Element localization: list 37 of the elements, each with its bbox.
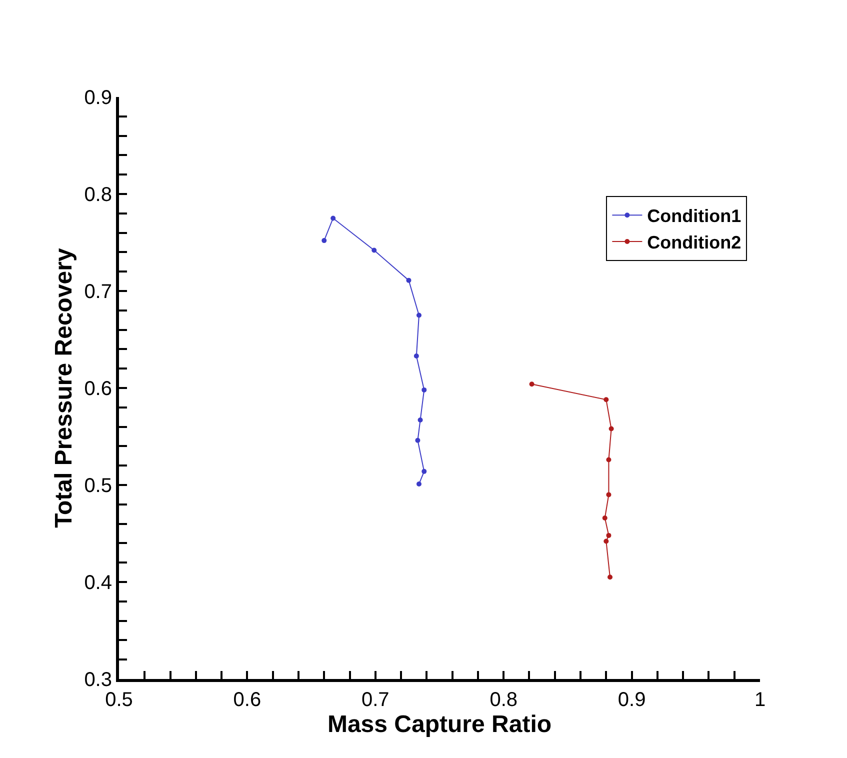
point	[606, 532, 612, 538]
x-tick-label: 0.9	[618, 689, 646, 711]
point	[415, 438, 420, 443]
x-tick-label: 0.6	[233, 689, 262, 711]
y-tick-label: 0.5	[84, 475, 112, 497]
y-tick-label: 0.9	[84, 87, 112, 109]
point	[418, 418, 423, 423]
point	[372, 248, 377, 253]
point	[608, 574, 613, 580]
point	[602, 515, 608, 520]
y-tick-label: 0.6	[84, 378, 112, 400]
point	[604, 538, 609, 544]
y-tick-label: 0.3	[84, 669, 112, 691]
point	[406, 278, 412, 283]
point	[529, 382, 534, 387]
point	[422, 387, 427, 392]
x-tick-label: 0.8	[490, 689, 518, 711]
point	[606, 457, 612, 462]
y-tick-label: 0.8	[84, 184, 112, 206]
point	[322, 238, 327, 244]
x-tick-label: 0.7	[361, 689, 390, 711]
point	[416, 482, 422, 487]
point	[330, 216, 336, 221]
point	[606, 492, 612, 498]
x-axis-title: Mass Capture Ratio	[327, 711, 552, 738]
point	[604, 397, 609, 402]
y-tick-label: 0.7	[84, 281, 112, 303]
point	[414, 353, 419, 358]
legend-label: Condition1	[647, 206, 742, 226]
y-tick-label: 0.4	[84, 572, 112, 594]
point	[608, 426, 614, 432]
x-tick-label: 0.5	[105, 689, 133, 711]
point	[422, 468, 427, 474]
y-axis-title: Total Pressure Recovery	[50, 248, 78, 528]
point	[416, 312, 422, 318]
legend-label: Condition2	[647, 232, 742, 253]
x-tick-label: 1	[754, 689, 766, 711]
